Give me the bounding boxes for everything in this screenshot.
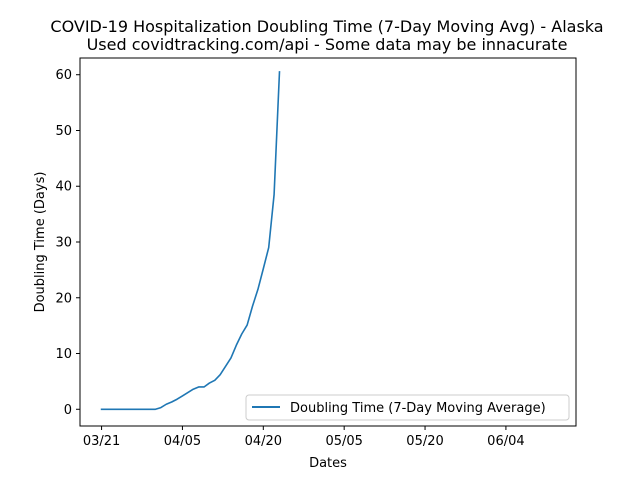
data-point-1 xyxy=(106,408,108,410)
data-point-30 xyxy=(263,268,265,270)
x-tick-label: 05/05 xyxy=(325,434,362,449)
data-point-26 xyxy=(241,333,243,335)
plot-area xyxy=(100,71,281,411)
data-point-22 xyxy=(219,374,221,376)
legend: Doubling Time (7-Day Moving Average) xyxy=(245,394,570,421)
data-point-29 xyxy=(257,289,259,291)
y-tick-label: 50 xyxy=(55,124,72,139)
data-point-31 xyxy=(268,247,270,249)
x-axis-label: Dates xyxy=(309,456,347,471)
y-tick-label: 30 xyxy=(55,236,72,251)
data-point-8 xyxy=(144,408,146,410)
data-point-20 xyxy=(209,382,211,384)
x-tick-label: 04/20 xyxy=(245,434,282,449)
y-axis-label: Doubling Time (Days) xyxy=(33,172,48,313)
data-point-5 xyxy=(128,408,130,410)
data-point-14 xyxy=(176,398,178,400)
data-point-2 xyxy=(112,408,114,410)
data-point-19 xyxy=(203,386,205,388)
data-point-17 xyxy=(192,388,194,390)
data-point-21 xyxy=(214,379,216,381)
legend-label: Doubling Time (7-Day Moving Average) xyxy=(290,401,546,416)
data-point-25 xyxy=(236,344,238,346)
data-point-3 xyxy=(117,408,119,410)
x-tick-label: 03/21 xyxy=(83,434,120,449)
data-point-32 xyxy=(273,194,275,196)
data-point-18 xyxy=(198,386,200,388)
y-tick-label: 20 xyxy=(55,291,72,306)
legend-box xyxy=(245,394,570,421)
x-tick-label: 05/20 xyxy=(406,434,443,449)
x-tick-label: 04/05 xyxy=(164,434,201,449)
series-line-0 xyxy=(100,71,281,411)
data-point-24 xyxy=(230,357,232,359)
y-tick-label: 40 xyxy=(55,180,72,195)
data-point-4 xyxy=(122,408,124,410)
y-tick-label: 60 xyxy=(55,68,72,83)
data-point-16 xyxy=(187,392,189,394)
data-point-7 xyxy=(139,408,141,410)
data-point-13 xyxy=(171,401,173,403)
data-point-15 xyxy=(182,395,184,397)
data-point-12 xyxy=(165,403,167,405)
data-point-0 xyxy=(101,408,103,410)
data-point-33 xyxy=(279,71,281,73)
chart-subtitle: Used covidtracking.com/api - Some data m… xyxy=(87,35,568,54)
data-point-27 xyxy=(246,324,248,326)
data-point-11 xyxy=(160,407,162,409)
data-point-10 xyxy=(155,408,157,410)
y-tick-label: 0 xyxy=(64,403,72,418)
y-axis: 0 10 20 30 40 50 60 xyxy=(55,68,80,418)
data-point-6 xyxy=(133,408,135,410)
x-tick-label: 06/04 xyxy=(487,434,524,449)
data-point-9 xyxy=(149,408,151,410)
data-point-23 xyxy=(225,366,227,368)
chart-title: COVID-19 Hospitalization Doubling Time (… xyxy=(50,17,603,36)
data-point-28 xyxy=(252,305,254,307)
x-axis: 03/21 04/05 04/20 05/05 05/20 06/04 xyxy=(83,426,525,449)
y-tick-label: 10 xyxy=(55,347,72,362)
